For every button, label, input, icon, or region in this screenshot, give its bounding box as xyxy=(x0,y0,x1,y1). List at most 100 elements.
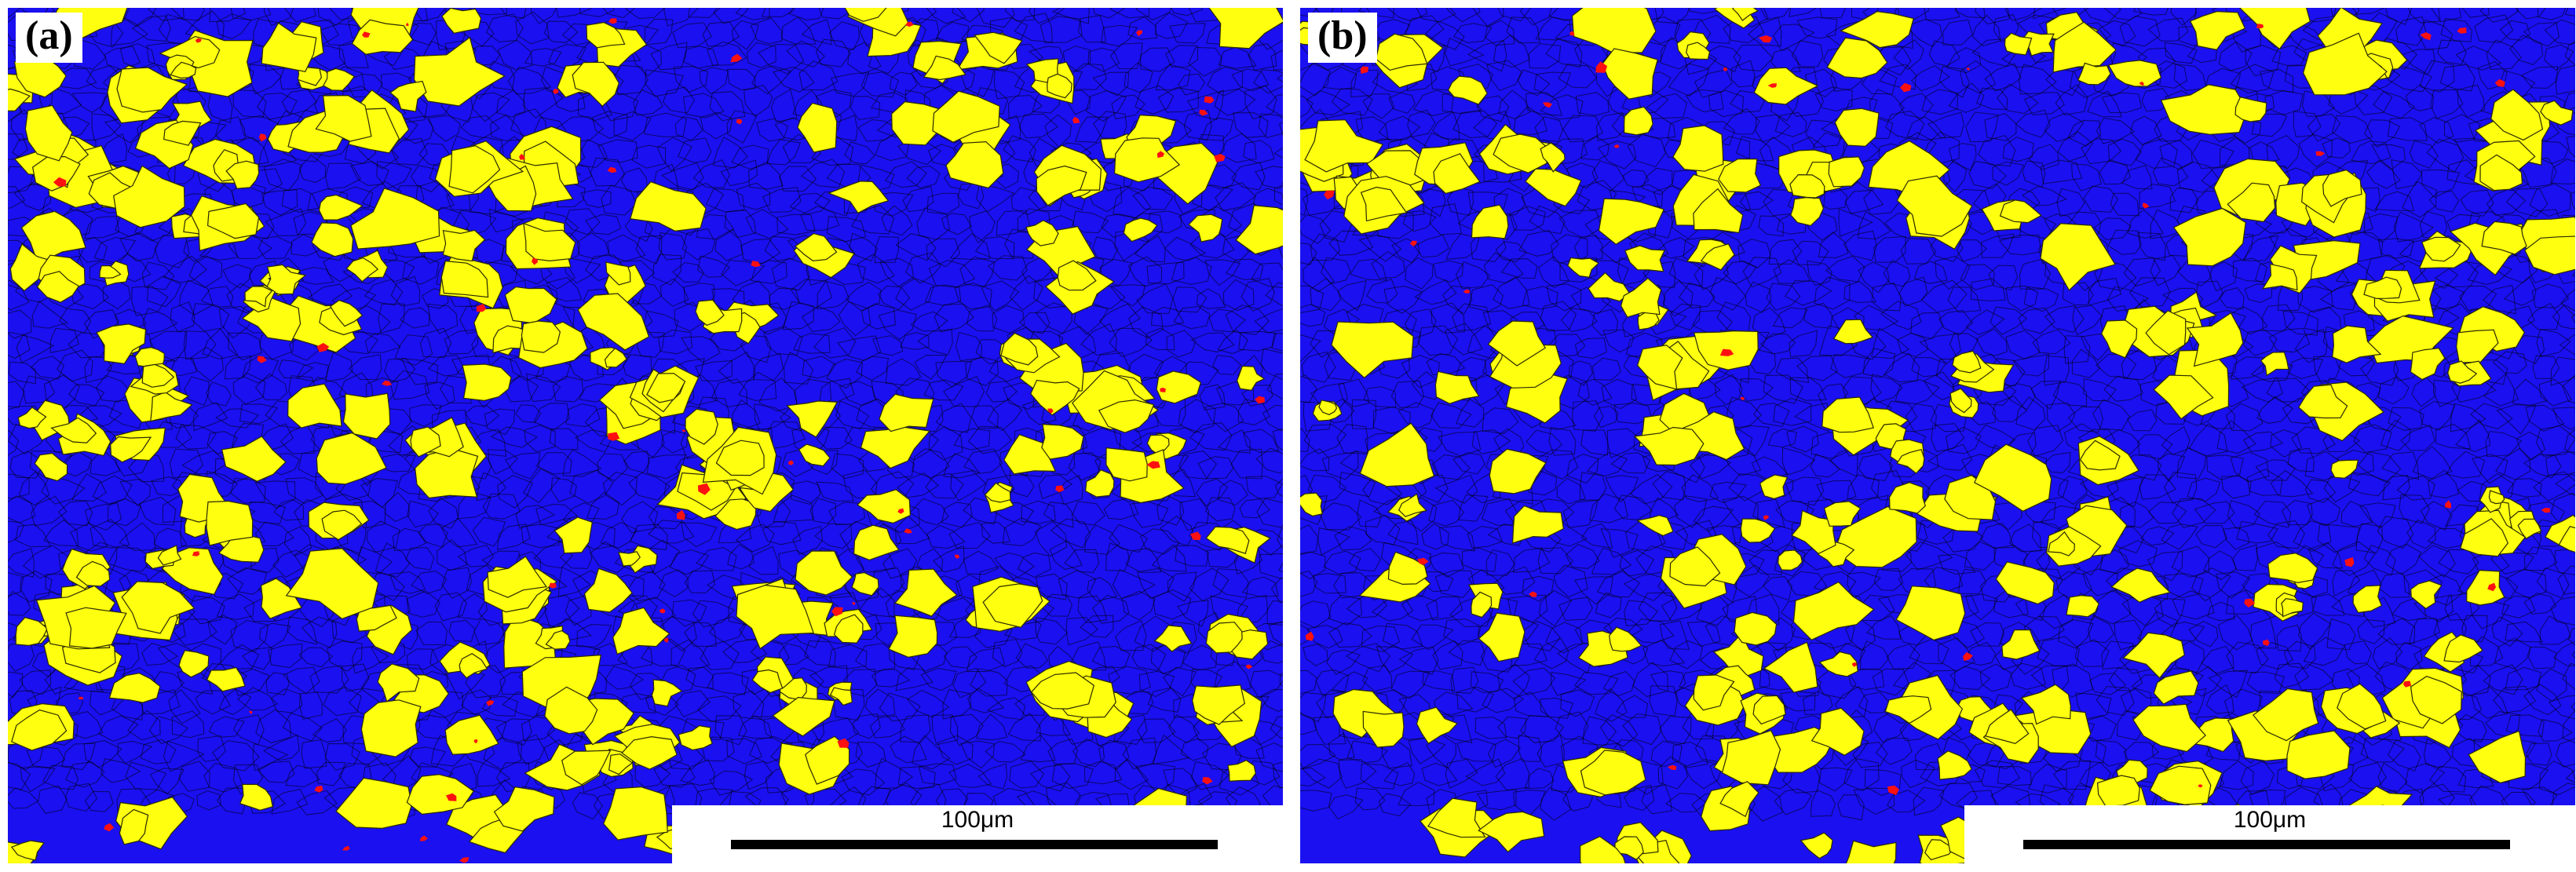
grain xyxy=(699,67,729,95)
grain xyxy=(1879,64,1916,90)
grain xyxy=(389,571,426,594)
grain xyxy=(1853,787,1895,815)
grain xyxy=(485,13,524,42)
grain xyxy=(2428,469,2460,499)
grain xyxy=(1431,454,1471,480)
grain xyxy=(256,93,298,120)
grain xyxy=(789,192,831,215)
grain xyxy=(2154,597,2186,628)
grain xyxy=(2018,307,2055,334)
grain xyxy=(2559,334,2575,356)
grain xyxy=(744,761,773,790)
grain xyxy=(562,449,602,477)
grain xyxy=(2544,44,2574,71)
grain xyxy=(348,354,382,381)
grain xyxy=(682,93,725,119)
grain xyxy=(1365,515,1401,545)
grain xyxy=(1321,451,1359,480)
grain xyxy=(2500,70,2536,97)
yellow-grain xyxy=(1790,196,1825,227)
grain xyxy=(2471,686,2508,719)
yellow-grain xyxy=(630,181,707,232)
grain xyxy=(895,667,934,691)
grain xyxy=(2432,379,2461,407)
grain xyxy=(308,283,353,305)
grain xyxy=(2388,407,2424,431)
grain xyxy=(2526,742,2552,766)
grain xyxy=(2152,157,2189,187)
grain xyxy=(661,429,688,454)
grain xyxy=(1810,453,1840,478)
grain xyxy=(151,476,182,496)
grain xyxy=(1346,590,1388,618)
grain xyxy=(2103,8,2143,21)
grain xyxy=(255,709,292,743)
grain xyxy=(801,19,832,46)
grain xyxy=(2537,8,2567,20)
grain xyxy=(1418,325,1459,356)
grain xyxy=(1138,670,1175,698)
grain xyxy=(1747,593,1780,626)
grain xyxy=(926,238,961,268)
grain xyxy=(1884,352,1920,383)
grain xyxy=(855,741,886,768)
grain xyxy=(2322,137,2351,159)
grain xyxy=(2022,160,2046,188)
grain xyxy=(623,451,650,473)
red-particle xyxy=(104,823,115,832)
grain xyxy=(1178,450,1218,480)
yellow-grain xyxy=(1833,505,1917,568)
grain xyxy=(912,641,948,672)
grain xyxy=(1300,474,1313,504)
red-particle xyxy=(486,700,495,706)
grain xyxy=(714,715,747,746)
yellow-grain xyxy=(2352,585,2383,614)
grain xyxy=(1775,357,1810,384)
grain xyxy=(2516,431,2546,461)
grain xyxy=(1845,618,1876,651)
grain xyxy=(1186,89,1224,121)
yellow-grain xyxy=(608,753,634,775)
yellow-grain xyxy=(833,614,864,644)
grain xyxy=(496,89,525,118)
grain xyxy=(309,665,349,694)
grain xyxy=(2132,8,2169,16)
yellow-grain xyxy=(1896,175,1973,237)
red-particle xyxy=(955,554,960,559)
yellow-grain xyxy=(2001,629,2041,660)
yellow-grain xyxy=(545,629,571,650)
yellow-grain xyxy=(1753,67,1819,105)
yellow-grain xyxy=(2410,676,2462,724)
grain xyxy=(2281,499,2313,526)
grain xyxy=(1602,329,1635,353)
yellow-grain xyxy=(15,617,49,647)
grain xyxy=(2521,66,2559,89)
yellow-grain xyxy=(206,500,254,546)
grain xyxy=(1350,258,1387,281)
grain xyxy=(2431,8,2462,23)
grain xyxy=(1763,374,1803,404)
grain xyxy=(838,301,871,337)
grain xyxy=(2557,565,2575,595)
grain xyxy=(1273,761,1283,789)
grain xyxy=(119,232,159,262)
red-particle xyxy=(192,551,200,556)
grain xyxy=(1657,756,1688,790)
grain xyxy=(394,334,433,367)
grain xyxy=(158,13,201,46)
grain xyxy=(2331,115,2373,144)
grain xyxy=(390,275,421,307)
grain xyxy=(184,376,210,407)
grain xyxy=(390,137,428,166)
grain xyxy=(837,335,882,361)
grain xyxy=(192,402,228,432)
yellow-grain xyxy=(1123,217,1158,243)
grain xyxy=(1452,303,1492,331)
grain xyxy=(1482,688,1524,713)
red-particle xyxy=(904,528,912,534)
grain xyxy=(574,429,612,453)
grain xyxy=(411,571,448,594)
grain xyxy=(1655,237,1695,259)
grain xyxy=(1313,573,1346,594)
grain xyxy=(2159,139,2193,170)
